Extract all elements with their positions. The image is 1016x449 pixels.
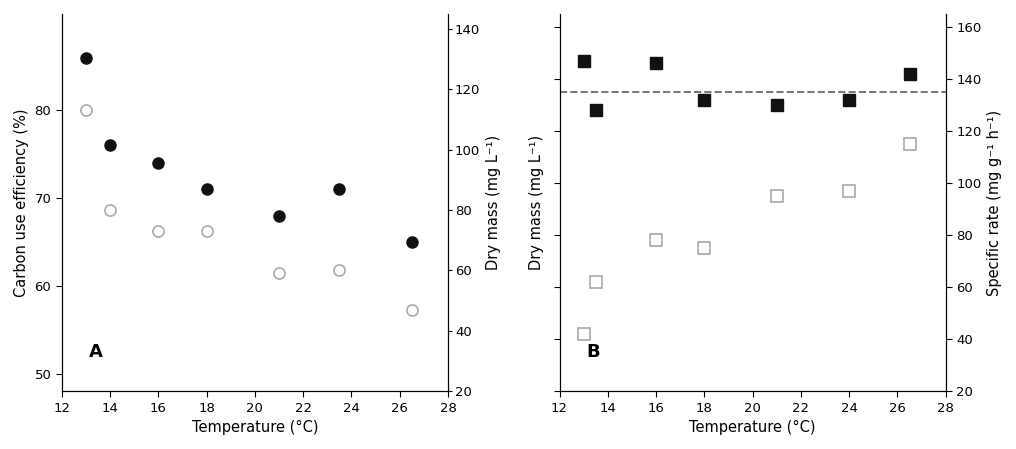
Y-axis label: Specific rate (mg g⁻¹ h⁻¹): Specific rate (mg g⁻¹ h⁻¹) [988, 110, 1002, 295]
Y-axis label: Dry mass (mg L⁻¹): Dry mass (mg L⁻¹) [528, 135, 544, 270]
X-axis label: Temperature (°C): Temperature (°C) [192, 420, 318, 435]
Text: B: B [586, 343, 600, 361]
Text: A: A [88, 343, 103, 361]
X-axis label: Temperature (°C): Temperature (°C) [690, 420, 816, 435]
Y-axis label: Carbon use efficiency (%): Carbon use efficiency (%) [14, 108, 28, 297]
Y-axis label: Dry mass (mg L⁻¹): Dry mass (mg L⁻¹) [486, 135, 501, 270]
